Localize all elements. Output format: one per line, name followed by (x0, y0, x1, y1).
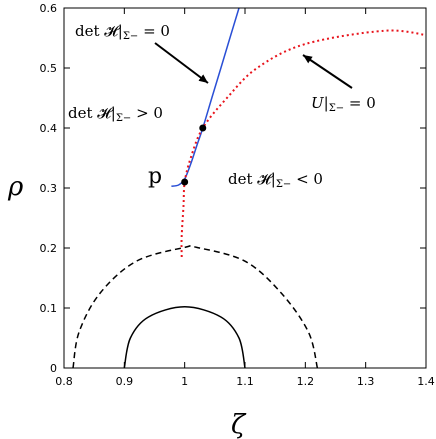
curves-layer (72, 7, 427, 369)
y-tick-label-1: 0.1 (40, 302, 58, 315)
marker-point-0 (181, 178, 189, 186)
x-tick-label-5: 1.3 (357, 375, 375, 388)
label-upper-region-sub: Σ− (116, 113, 131, 124)
label-lower-region-rel: < 0 (291, 170, 323, 188)
x-tick-label-0: 0.8 (55, 375, 73, 388)
series-red-dotted-curve (180, 29, 427, 258)
y-tick-label-5: 0.5 (40, 62, 58, 75)
y-tick-label-6: 0.6 (40, 2, 58, 15)
label-lower-region: det 𝓗|Σ− < 0 (228, 170, 323, 190)
y-tick-label-3: 0.3 (40, 182, 58, 195)
label-red-curve: U|Σ− = 0 (311, 94, 376, 114)
label-red-curve-main: U| (311, 94, 329, 112)
series-blue-curve (171, 7, 240, 187)
label-blue-curve-main: det 𝓗| (75, 22, 123, 40)
x-tick-label-6: 1.4 (417, 375, 435, 388)
x-tick-label-2: 1 (181, 375, 188, 388)
x-tick-label-4: 1.2 (297, 375, 315, 388)
label-red-curve-sub: Σ− (329, 103, 344, 114)
arrow-red-curve (302, 54, 353, 89)
markers-layer (181, 124, 207, 186)
marker-point-1 (199, 124, 207, 132)
label-red-curve-rel: = 0 (344, 94, 376, 112)
x-tick-label-1: 0.9 (116, 375, 134, 388)
y-tick-label-4: 0.4 (40, 122, 58, 135)
label-blue-curve-sub: Σ− (123, 31, 138, 42)
label-lower-region-main: det 𝓗| (228, 170, 276, 188)
arrow-blue-curve (154, 42, 209, 84)
series-black-solid-curve (123, 306, 246, 369)
plot-frame (63, 7, 427, 369)
x-axis-label: ζ (231, 410, 247, 439)
label-p: p (148, 164, 162, 189)
label-blue-curve-rel: = 0 (138, 22, 170, 40)
x-tick-label-3: 1.1 (236, 375, 254, 388)
series-black-dashed-curve (72, 244, 319, 369)
ticks-layer: 0.8 0.9 1 1.1 1.2 1.3 1.4 0 0.1 0.2 0.3 0.4 0.5 0.6 (40, 2, 435, 388)
label-upper-region-main: det 𝓗| (68, 104, 116, 122)
y-tick-label-2: 0.2 (40, 242, 58, 255)
y-tick-label-0: 0 (50, 362, 57, 375)
label-upper-region-rel: > 0 (131, 104, 163, 122)
label-lower-region-sub: Σ− (276, 179, 291, 190)
label-upper-region: det 𝓗|Σ− > 0 (68, 104, 163, 124)
label-blue-curve: det 𝓗|Σ− = 0 (75, 22, 170, 42)
y-axis-label: ρ (7, 172, 24, 202)
